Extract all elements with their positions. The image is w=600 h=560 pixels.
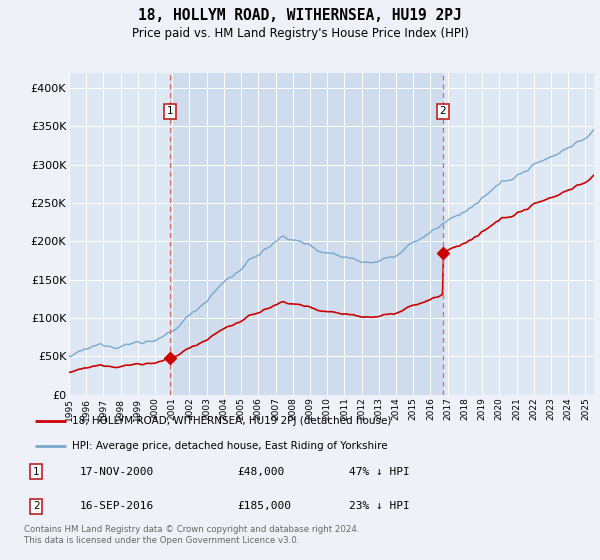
Text: 1: 1 xyxy=(167,106,173,116)
Text: £48,000: £48,000 xyxy=(237,466,284,477)
Text: 18, HOLLYM ROAD, WITHERNSEA, HU19 2PJ (detached house): 18, HOLLYM ROAD, WITHERNSEA, HU19 2PJ (d… xyxy=(71,416,391,426)
Text: 47% ↓ HPI: 47% ↓ HPI xyxy=(349,466,410,477)
Text: Contains HM Land Registry data © Crown copyright and database right 2024.
This d: Contains HM Land Registry data © Crown c… xyxy=(24,525,359,545)
Text: 1: 1 xyxy=(33,466,40,477)
Text: HPI: Average price, detached house, East Riding of Yorkshire: HPI: Average price, detached house, East… xyxy=(71,441,388,451)
Text: 16-SEP-2016: 16-SEP-2016 xyxy=(80,501,154,511)
Text: 23% ↓ HPI: 23% ↓ HPI xyxy=(349,501,410,511)
Text: Price paid vs. HM Land Registry's House Price Index (HPI): Price paid vs. HM Land Registry's House … xyxy=(131,27,469,40)
Text: 17-NOV-2000: 17-NOV-2000 xyxy=(80,466,154,477)
Text: 2: 2 xyxy=(439,106,446,116)
Text: 2: 2 xyxy=(33,501,40,511)
Bar xyxy=(170,73,443,395)
Text: £185,000: £185,000 xyxy=(237,501,291,511)
Text: 18, HOLLYM ROAD, WITHERNSEA, HU19 2PJ: 18, HOLLYM ROAD, WITHERNSEA, HU19 2PJ xyxy=(138,8,462,24)
